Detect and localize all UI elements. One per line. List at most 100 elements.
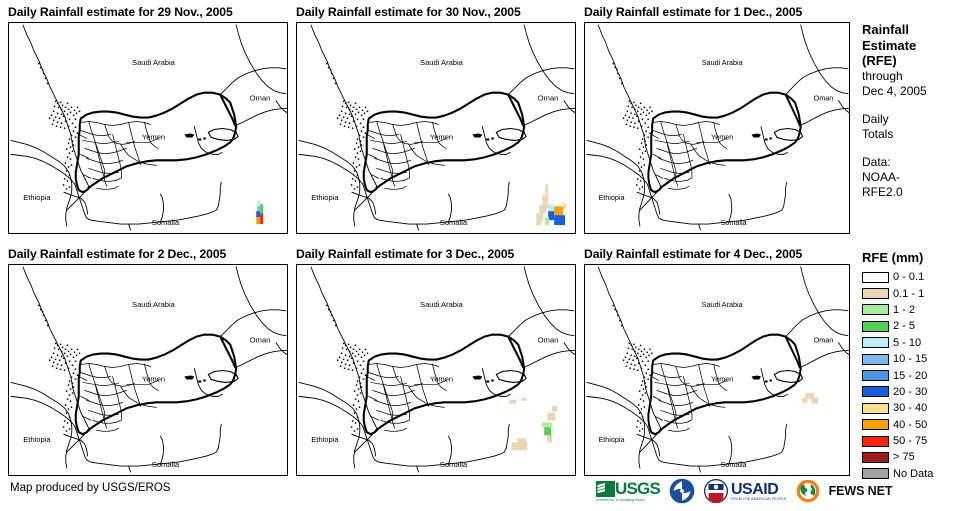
gulf-of-aden-coastline xyxy=(586,395,787,467)
abd-al-kuri-island xyxy=(184,375,195,380)
the-brothers-islands xyxy=(486,379,494,383)
oman-interior-boundary xyxy=(481,368,511,397)
somalia-interior-boundary xyxy=(728,435,733,465)
legend-row: > 75 xyxy=(862,449,967,465)
country-label-saudi-arabia: Saudi Arabia xyxy=(132,58,176,67)
somalia-interior-boundary-2 xyxy=(128,465,132,473)
oman-yemen-border xyxy=(507,93,525,127)
country-label-saudi-arabia: Saudi Arabia xyxy=(420,300,464,309)
oman-coastline xyxy=(799,350,849,368)
country-label-ethiopia: Ethiopia xyxy=(599,435,626,444)
map-frame-1: Saudi Arabia Oman Yemen Ethiopia Somalia xyxy=(8,22,288,234)
yemen-governorate-boundaries xyxy=(78,121,159,190)
legend-swatch xyxy=(862,288,889,300)
country-label-somalia: Somalia xyxy=(440,218,468,227)
oman-yemen-border xyxy=(784,335,801,369)
info-totals-line2: Totals xyxy=(862,126,894,141)
legend-label: > 75 xyxy=(893,451,915,464)
abd-al-kuri-island xyxy=(472,375,483,380)
yemen-label-leader xyxy=(414,380,447,385)
highland-terrain-speckle xyxy=(325,304,369,432)
legend-label: 15 - 20 xyxy=(893,369,928,382)
yemen-label-leader xyxy=(414,138,447,143)
yemen-national-boundary xyxy=(362,333,526,436)
oman-interior-boundary xyxy=(760,126,788,155)
country-label-oman: Oman xyxy=(814,93,834,102)
rainfall-raster-2 xyxy=(536,184,567,226)
legend-swatch xyxy=(862,451,889,463)
saudi-north-coastline xyxy=(235,266,287,337)
legend-swatch xyxy=(862,386,889,398)
legend-swatch xyxy=(862,304,889,316)
usaid-logo-text: USAID xyxy=(730,480,779,498)
abd-al-kuri-island xyxy=(184,133,195,138)
usgs-logo: USGS science for a changing world xyxy=(596,480,661,502)
abd-al-kuri-island xyxy=(472,133,483,138)
info-panel: Rainfall Estimate (RFE) through Dec 4, 2… xyxy=(862,22,967,200)
somalia-interior-boundary xyxy=(448,193,452,223)
legend-label: 5 - 10 xyxy=(893,336,922,349)
saudi-north-coastline xyxy=(800,24,849,95)
info-totals-line1: Daily xyxy=(862,111,889,126)
info-title-line3: (RFE) xyxy=(862,53,897,68)
gulf-of-aden-coastline xyxy=(10,395,222,467)
country-label-yemen: Yemen xyxy=(430,132,453,141)
socotra-island xyxy=(773,127,804,141)
legend-swatch xyxy=(862,370,889,382)
oman-interior-boundary xyxy=(760,368,788,397)
legend-row: 10 - 15 xyxy=(862,351,967,367)
saudi-oman-boundary xyxy=(507,67,575,96)
highland-terrain-speckle xyxy=(612,62,653,190)
djibouti-boundary xyxy=(636,191,661,215)
map-credit: Map produced by USGS/EROS xyxy=(10,482,171,494)
legend-label: 2 - 5 xyxy=(893,320,916,333)
oman-yemen-border xyxy=(219,93,237,127)
usaid-logo: USAID FROM THE AMERICAN PEOPLE xyxy=(703,479,787,503)
the-brothers-islands xyxy=(198,137,206,141)
ethiopia-boundary xyxy=(586,381,646,469)
highland-terrain-speckle xyxy=(612,304,653,432)
oman-yemen-border xyxy=(219,335,237,369)
rainfall-raster-6 xyxy=(802,392,819,404)
yemen-national-boundary xyxy=(74,91,238,194)
yemen-governorate-boundaries xyxy=(366,363,447,432)
map-panel-title-1: Daily Rainfall estimate for 29 Nov., 200… xyxy=(8,5,233,19)
saudi-oman-boundary xyxy=(785,309,849,338)
highland-terrain-speckle xyxy=(37,304,81,432)
yemen-label-leader xyxy=(696,380,728,385)
saudi-oman-boundary xyxy=(219,67,287,96)
the-brothers-islands xyxy=(198,379,206,383)
country-label-yemen: Yemen xyxy=(711,132,733,141)
country-label-oman: Oman xyxy=(538,94,559,103)
legend-swatch xyxy=(862,271,889,283)
saudi-north-coastline xyxy=(800,266,849,337)
legend-row: 15 - 20 xyxy=(862,367,967,383)
oman-interior-boundary-2 xyxy=(563,342,575,356)
country-label-saudi-arabia: Saudi Arabia xyxy=(420,58,464,67)
saudi-oman-boundary xyxy=(507,309,575,338)
saudi-north-coastline xyxy=(523,24,575,95)
yemen-label-leader xyxy=(696,138,728,143)
somalia-interior-boundary-2 xyxy=(698,465,701,473)
oman-interior-boundary xyxy=(481,126,511,155)
ethiopia-boundary xyxy=(10,139,73,227)
legend-label: 0 - 0.1 xyxy=(893,271,925,284)
the-brothers-islands xyxy=(764,137,772,141)
the-brothers-islands xyxy=(764,379,772,383)
country-label-somalia: Somalia xyxy=(721,460,748,469)
oman-interior-boundary-2 xyxy=(838,100,849,114)
country-label-oman: Oman xyxy=(538,336,559,345)
legend-label: 0.1 - 1 xyxy=(893,287,925,300)
legend-label: 1 - 2 xyxy=(893,303,916,316)
country-label-oman: Oman xyxy=(250,336,271,345)
ethiopia-boundary xyxy=(586,139,646,227)
info-title-line2: Estimate xyxy=(862,37,917,53)
legend-rows: 0 - 0.1 0.1 - 1 1 - 2 2 - 5 5 - 10 10 - 15 15 … xyxy=(862,269,967,482)
map-frame-3: Saudi Arabia Oman Yemen Ethiopia Somalia xyxy=(584,22,850,234)
country-label-saudi-arabia: Saudi Arabia xyxy=(702,300,744,309)
country-label-somalia: Somalia xyxy=(440,460,468,469)
map-panel-title-2: Daily Rainfall estimate for 30 Nov., 200… xyxy=(296,5,521,19)
gulf-of-aden-coastline xyxy=(586,153,787,225)
legend-row: 50 - 75 xyxy=(862,433,967,449)
legend-row: 20 - 30 xyxy=(862,384,967,400)
